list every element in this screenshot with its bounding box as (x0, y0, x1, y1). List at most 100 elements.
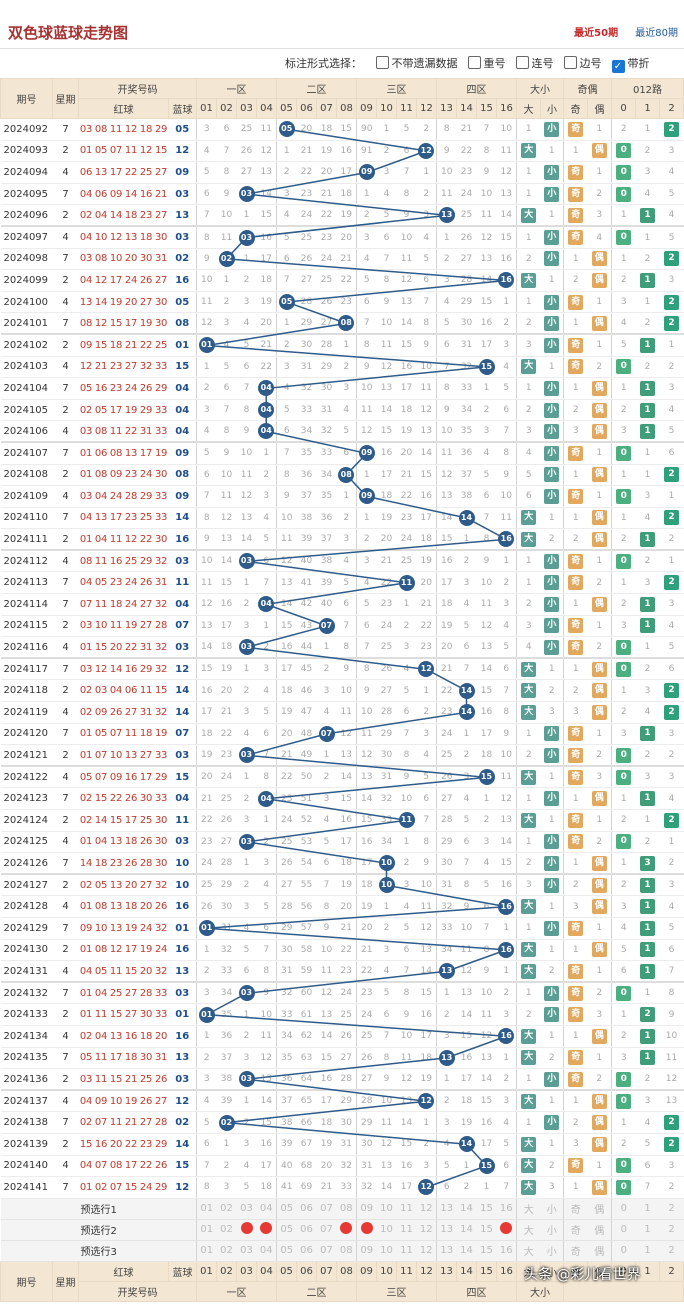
pick-cell[interactable]: 15 (476, 1198, 497, 1220)
blue-ball: 13 (168, 1047, 197, 1070)
miss-cell: 4 (316, 701, 337, 724)
miss-cell: 12 (256, 140, 277, 163)
pick-cell[interactable]: 01 (196, 1240, 217, 1262)
pick-cell[interactable]: 12 (416, 1219, 437, 1241)
attr-cell: 2 (587, 356, 612, 379)
pick-cell[interactable] (236, 1219, 257, 1241)
pick-cell[interactable] (496, 1219, 517, 1241)
pick-cell[interactable]: 14 (456, 1198, 477, 1220)
pick-cell[interactable]: 13 (436, 1219, 457, 1241)
pick-cell[interactable]: 06 (296, 1219, 317, 1241)
pick-cell[interactable]: 14 (456, 1240, 477, 1262)
pick-cell[interactable]: 16 (496, 1198, 517, 1220)
checkbox[interactable] (563, 56, 577, 69)
pick-cell[interactable]: 15 (476, 1240, 497, 1262)
pick-cell[interactable]: 06 (296, 1198, 317, 1220)
pick-cell[interactable]: 10 (376, 1198, 397, 1220)
pick-row[interactable]: 预选行2 01 02 05 06 07 10 11 12 13 14 15 大小奇偶 0 1 2 (0, 1219, 684, 1241)
table-row: 2024132 7 01 04 25 27 28 33 03 3 34 03 9 32 60 12 2… (0, 981, 684, 1005)
attr-badge: 小 (544, 834, 560, 850)
checkbox[interactable] (375, 56, 389, 69)
pick-cell[interactable]: 12 (416, 1198, 437, 1220)
pick-cell[interactable]: 10 (376, 1219, 397, 1241)
miss-cell: 1 (476, 1176, 497, 1199)
pick-cell[interactable]: 09 (356, 1198, 377, 1220)
pick-cell[interactable]: 02 (216, 1240, 237, 1262)
road-cell: 3 (659, 723, 684, 746)
road-cell: 2 (635, 356, 660, 379)
miss-cell: 5 (196, 161, 217, 184)
foot-red: 红球 (78, 1260, 169, 1282)
pick-cell[interactable]: 11 (396, 1240, 417, 1262)
road-cell: 2 (659, 809, 684, 832)
pick-row[interactable]: 预选行1 01 02 03 04 05 06 07 08 09 10 11 12 13 14 15 16 大小奇偶… (0, 1198, 684, 1220)
table-row: 2024136 2 03 11 15 21 25 26 03 3 38 03 13 36 64 16… (0, 1068, 684, 1091)
miss-cell: 1 (396, 593, 417, 616)
pick-cell[interactable]: 09 (356, 1240, 377, 1262)
pick-attr: 奇 (563, 1219, 588, 1241)
pick-cell[interactable]: 07 (316, 1198, 337, 1220)
miss-cell: 1 (196, 939, 217, 962)
mark-option-4[interactable]: ✓ 带折 (602, 57, 650, 73)
pick-cell[interactable]: 01 (196, 1198, 217, 1220)
pick-cell[interactable]: 03 (236, 1198, 257, 1220)
red-balls: 01 04 25 27 28 33 (78, 981, 169, 1005)
pick-cell[interactable]: 01 (196, 1219, 217, 1241)
mark-option-2[interactable]: 连号 (506, 56, 554, 70)
recent-80-link[interactable]: 最近80期 (635, 28, 678, 39)
pick-cell[interactable] (256, 1219, 277, 1241)
miss-cell: 3 (216, 312, 237, 335)
pick-cell[interactable]: 11 (396, 1219, 417, 1241)
pick-cell[interactable]: 06 (296, 1240, 317, 1262)
pick-cell[interactable]: 05 (276, 1198, 297, 1220)
attr-badge: 奇 (568, 920, 584, 936)
recent-50-link[interactable]: 最近50期 (574, 28, 619, 39)
pick-cell[interactable]: 13 (436, 1198, 457, 1220)
miss-cell: 15 (216, 571, 237, 595)
miss-cell: 24 (376, 615, 397, 638)
attr-badge: 奇 (568, 207, 584, 223)
pick-cell[interactable]: 07 (316, 1219, 337, 1241)
miss-cell: 3 (336, 528, 357, 551)
pick-cell[interactable]: 11 (396, 1198, 417, 1220)
road-cell: 1 (635, 464, 660, 487)
miss-cell: 4 (316, 809, 337, 832)
pick-cell[interactable]: 05 (276, 1240, 297, 1262)
miss-cell: 35 (216, 1003, 237, 1026)
pick-cell[interactable] (356, 1219, 377, 1241)
pick-cell[interactable] (336, 1219, 357, 1241)
mark-option-0[interactable]: 不带遗漏数据 (366, 56, 458, 70)
pick-cell[interactable]: 02 (216, 1198, 237, 1220)
miss-cell: 40 (276, 1155, 297, 1178)
miss-cell: 6 (496, 1155, 517, 1178)
pick-cell[interactable]: 08 (336, 1240, 357, 1262)
pick-cell[interactable]: 13 (436, 1240, 457, 1262)
checkbox[interactable]: ✓ (611, 60, 625, 73)
miss-cell: 31 (356, 1155, 377, 1178)
mark-option-3[interactable]: 边号 (554, 56, 602, 70)
miss-cell: 10 (236, 441, 257, 465)
miss-cell: 6 (316, 852, 337, 875)
pick-cell[interactable]: 05 (276, 1219, 297, 1241)
checkbox[interactable] (467, 56, 481, 69)
road-cell: 6 (635, 1155, 660, 1178)
pick-cell[interactable]: 03 (236, 1240, 257, 1262)
pick-cell[interactable]: 14 (456, 1219, 477, 1241)
miss-cell: 4 (376, 960, 397, 983)
pick-cell[interactable]: 15 (476, 1219, 497, 1241)
pick-row[interactable]: 预选行3 01 02 03 04 05 06 07 08 09 10 11 12 13 14 15 16 大小奇偶… (0, 1240, 684, 1262)
checkbox[interactable] (515, 56, 529, 69)
pick-cell[interactable]: 04 (256, 1198, 277, 1220)
pick-cell[interactable]: 08 (336, 1198, 357, 1220)
pick-cell[interactable]: 02 (216, 1219, 237, 1241)
miss-cell: 8 (316, 895, 337, 918)
pick-cell[interactable]: 10 (376, 1240, 397, 1262)
pick-cell[interactable]: 12 (416, 1240, 437, 1262)
pick-cell[interactable]: 04 (256, 1240, 277, 1262)
pick-cell[interactable]: 16 (496, 1240, 517, 1262)
period: 2024117 (0, 657, 53, 681)
mark-option-1[interactable]: 重号 (458, 56, 506, 70)
miss-cell: 32 (376, 787, 397, 810)
pick-cell[interactable]: 07 (316, 1240, 337, 1262)
period: 2024113 (0, 571, 53, 595)
